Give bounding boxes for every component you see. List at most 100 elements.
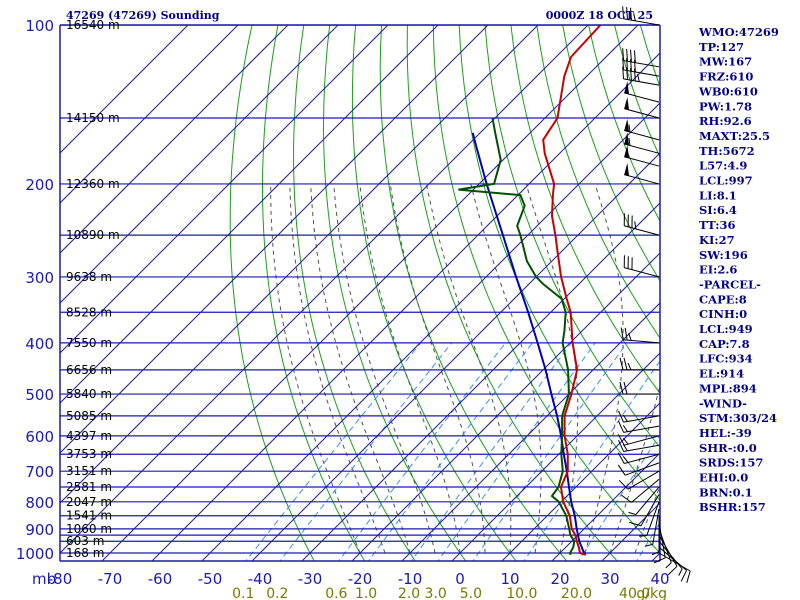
wind-barb-flag [622,48,625,61]
sounding-index: CINH:0 [699,307,747,321]
wind-barb-half-flag [634,221,637,229]
wind-barb-staff [623,425,660,433]
wind-barb-flag [630,67,632,81]
height-label: 603 m [66,534,104,548]
wind-barb-flag [686,570,691,584]
wind-barb [623,255,660,278]
isotherm [351,252,660,561]
moist-adiabat [310,183,411,554]
height-label: 12360 m [66,177,120,191]
wind-barb-staff [624,267,660,278]
wind-barb-flag [626,67,628,80]
wind-barb [624,118,660,141]
sounding-index: L57:4.9 [699,159,747,173]
temperature-tick-label: -20 [348,570,373,588]
wind-barb-half-flag [628,124,631,133]
wind-barb [618,410,660,423]
mixing-ratio-label: 5.0 [460,586,482,600]
wind-barb-flag [623,381,628,395]
sounding-index: SI:6.4 [699,203,737,217]
sounding-index: SHR-:0.0 [699,441,757,455]
temperature-tick-label: -40 [248,570,273,588]
isotherm [451,352,660,561]
wind-barb [639,501,660,537]
wind-barbs [617,6,691,584]
dry-adiabat [262,25,366,561]
dry-adiabat [562,25,660,282]
pressure-tick-label: 700 [25,463,54,481]
wind-barb-staff [652,508,660,545]
wind-barb-flag [618,439,625,452]
isotherm [551,452,660,561]
mixing-ratio-label: 0.2 [266,586,288,600]
mixing-ratio-label: 20.0 [561,586,592,600]
wind-barb-flag [622,6,625,19]
wind-barb-flag [626,48,628,62]
height-label: 3151 m [66,464,112,478]
isotherm [60,25,589,554]
wind-barb-half-flag [628,137,631,146]
pressure-tick-label: 900 [25,521,54,539]
wind-barb-flag [630,49,632,62]
moist-adiabat [289,183,386,554]
mixing-ratio-line [245,342,421,561]
wind-barb-half-flag [627,362,632,371]
wind-barb [624,163,660,185]
temperature-tick-label: 20 [550,570,569,588]
height-label: 3753 m [66,447,112,461]
wind-barb-pennant [624,145,630,159]
height-label: 10890 m [66,228,120,242]
dry-adiabat [293,25,416,561]
wind-barb-staff [635,486,660,515]
wind-barb [618,470,660,490]
wind-barb-flag [623,357,628,371]
pressure-tick-label: 400 [25,335,54,353]
wind-barb-flag [621,494,632,503]
sounding-index: TH:5672 [699,144,755,158]
wind-barb-flag [653,557,666,564]
sounding-index: STM:303/24 [699,411,777,425]
wind-barb-pennant [624,118,630,132]
height-label: 16540 m [66,18,120,32]
sounding-index: SRDS:157 [699,456,763,470]
wind-barb-staff [627,470,660,490]
wind-barb-half-flag [651,551,660,556]
wind-barb-flag [618,479,629,490]
wind-barb-half-flag [628,333,632,341]
sounding-profiles [458,25,602,556]
sounding-index: WB0:610 [698,84,758,98]
mixing-ratio-label: 0.1 [232,586,254,600]
temperature-tick-label: 0 [455,570,465,588]
wind-barb-flag [633,50,636,63]
sounding-index: TT:36 [699,218,736,232]
sounding-index: PW:1.78 [699,99,752,113]
wind-barb-staff [624,225,660,236]
isotherm [60,25,189,154]
height-label: 2047 m [66,495,112,509]
sounding-index: KI:27 [699,233,735,247]
wind-barb-pennant [624,97,630,110]
wind-barb [622,6,660,26]
temperature-tick-label: -80 [48,570,73,588]
pressure-tick-label: 300 [25,269,54,287]
wind-barb-staff [623,69,660,77]
height-label: 2581 m [66,480,112,494]
sounding-index: LCL:949 [699,322,753,336]
sounding-index: EHI:0.0 [699,471,748,485]
height-label: 4397 m [66,429,112,443]
mixing-ratio-label: 3.0 [425,586,447,600]
wind-barb [619,381,659,395]
pressure-tick-label: 500 [25,386,54,404]
sounding-index: CAPE:8 [699,292,747,306]
mixing-ratio-label: 0.6 [325,586,347,600]
pressure-tick-label: 100 [25,17,54,35]
pressure-tick-label: 1000 [16,545,54,563]
temperature-tick-label: 10 [500,570,519,588]
wind-barb [617,462,660,476]
moist-adiabat [426,183,512,554]
wind-barb [653,522,666,564]
isotherm [60,25,489,454]
wind-barb-flag [626,58,628,71]
temperature-tick-label: -10 [398,570,423,588]
